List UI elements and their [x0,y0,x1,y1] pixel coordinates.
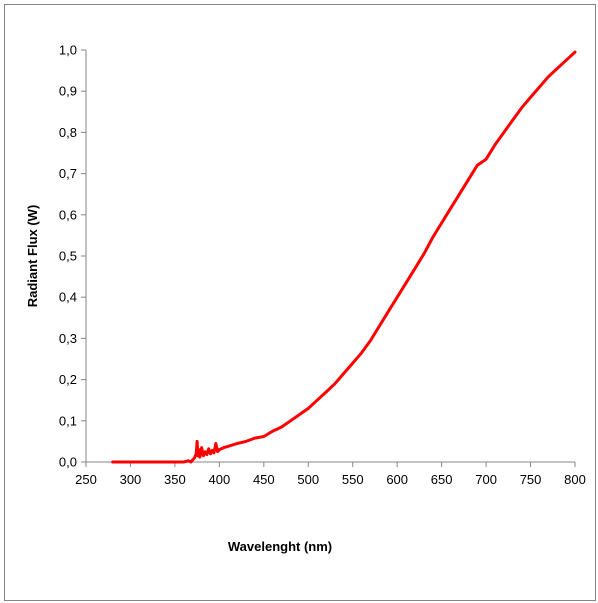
x-tick-label: 750 [520,472,542,487]
x-axis-ticks: 250 300 350 400 450 500 550 600 650 700 750 800 [75,462,586,487]
x-tick-label: 300 [120,472,142,487]
y-tick-label: 0,8 [59,125,77,140]
y-tick-label: 0,7 [59,166,77,181]
x-tick-label: 450 [253,472,275,487]
y-tick-label: 0,6 [59,207,77,222]
x-tick-label: 250 [75,472,97,487]
y-tick-label: 0,4 [59,290,77,305]
y-tick-label: 0,1 [59,413,77,428]
y-axis-title: Radiant Flux (W) [25,205,40,308]
y-axis-ticks: 0,0 0,1 0,2 0,3 0,4 0,5 0,6 0,7 0,8 0,9 1,0 [59,43,86,470]
y-tick-label: 0,3 [59,331,77,346]
y-tick-label: 0,5 [59,249,77,264]
x-tick-label: 650 [431,472,453,487]
x-axis-title: Wavelenght (nm) [228,539,332,554]
x-tick-label: 600 [386,472,408,487]
x-tick-label: 400 [209,472,231,487]
y-tick-label: 0,9 [59,84,77,99]
y-tick-label: 1,0 [59,43,77,58]
x-tick-label: 700 [475,472,497,487]
x-tick-label: 800 [564,472,586,487]
series-line [111,50,577,464]
y-tick-label: 0,2 [59,372,77,387]
x-tick-label: 550 [342,472,364,487]
x-tick-label: 500 [297,472,319,487]
chart-frame [4,4,596,601]
y-tick-label: 0,0 [59,455,77,470]
x-tick-label: 350 [164,472,186,487]
